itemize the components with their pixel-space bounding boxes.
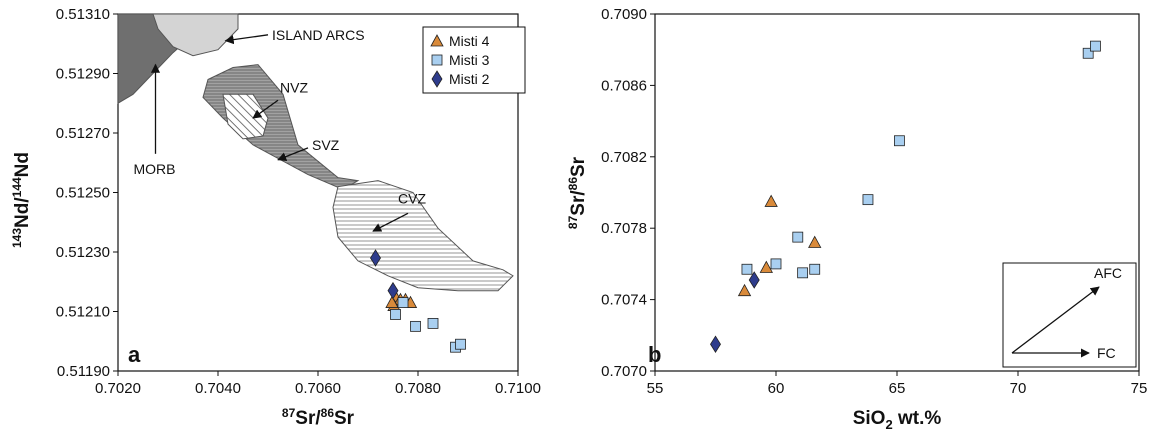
point-misti-3 (397, 297, 409, 308)
y-tick-label: 0.51270 (56, 125, 110, 142)
y-tick-label: 0.51310 (56, 6, 110, 23)
point-misti-3 (1090, 40, 1101, 52)
afc-arrow (1011, 286, 1100, 354)
annotation-arrow (277, 147, 309, 161)
x-axis-label-b: SiO2 wt.% (853, 408, 942, 432)
panel-b: 0.7070 0.7074 0.7078 0.7082 0.7086 0.7090 55 6… (566, 6, 1147, 432)
y-tick-label: 0.7078 (601, 220, 647, 237)
point-misti-3 (741, 263, 753, 275)
annotation-label: ISLAND ARCS (272, 27, 365, 43)
y-tick-label: 0.51290 (56, 66, 110, 83)
y-tick-label: 0.7086 (601, 77, 647, 94)
x-axis-ticks-b: 55 60 65 70 75 (647, 371, 1148, 397)
fc-label: FC (1097, 345, 1116, 361)
afc-label: AFC (1094, 265, 1122, 281)
y-axis-ticks-b: 0.7070 0.7074 0.7078 0.7082 0.7086 0.7090 (601, 6, 655, 380)
x-tick-label: 70 (1010, 380, 1027, 397)
legend-marker-misti-4 (430, 34, 444, 47)
point-misti-3 (410, 320, 421, 332)
field-annotations: ISLAND ARCS MORB NVZ SVZ CVZ (134, 27, 426, 232)
y-axis-label-a: 143Nd/144Nd (10, 152, 33, 248)
annotation-arrow (224, 34, 269, 45)
legend-items: Misti 4 Misti 3 Misti 2 (430, 33, 490, 88)
data-points-a (370, 249, 466, 353)
annotation-label: MORB (134, 161, 176, 177)
point-misti-3 (390, 309, 401, 320)
point-misti-3 (1082, 47, 1094, 59)
field-cvz (332, 180, 514, 292)
y-tick-label: 0.7082 (601, 149, 647, 166)
annotation-label: CVZ (398, 190, 426, 206)
legend-marker-misti-3 (431, 54, 443, 66)
y-axis-label-b: 87Sr/86Sr (566, 156, 589, 229)
panel-label-a: a (128, 342, 141, 367)
x-tick-label: 55 (647, 380, 664, 397)
annotation-arrow (372, 212, 409, 232)
y-tick-label: 0.7070 (601, 363, 647, 380)
y-tick-label: 0.51230 (56, 244, 110, 261)
annotation-label: NVZ (280, 79, 308, 95)
x-axis-label-a: 87Sr/86Sr (282, 406, 355, 429)
point-misti-3 (894, 135, 905, 147)
y-tick-label: 0.51210 (56, 304, 110, 321)
legend-label: Misti 2 (449, 71, 490, 87)
point-misti-4 (737, 283, 752, 297)
x-tick-label: 0.7040 (195, 380, 241, 397)
annotation-label: SVZ (312, 137, 340, 153)
afc-fc-inset: AFC FC (1002, 262, 1137, 368)
panel-label-b: b (648, 342, 661, 367)
point-misti-4 (764, 194, 778, 207)
point-misti-4 (385, 295, 399, 308)
data-points-b (710, 40, 1101, 353)
x-axis-ticks-a: 0.7020 0.7040 0.7060 0.7080 0.7100 (95, 371, 541, 397)
y-tick-label: 0.51250 (56, 185, 110, 202)
point-misti-4 (808, 235, 822, 248)
x-tick-label: 0.7020 (95, 380, 141, 397)
point-misti-3 (862, 194, 874, 206)
point-misti-3 (809, 263, 821, 275)
field-nvz (222, 93, 269, 140)
field-island-arcs (152, 13, 239, 57)
x-tick-label: 65 (889, 380, 906, 397)
legend: Misti 4 Misti 3 Misti 2 (422, 26, 526, 94)
point-misti-3 (797, 267, 809, 279)
point-misti-3 (427, 317, 439, 329)
x-tick-label: 0.7100 (495, 380, 541, 397)
point-misti-3 (770, 258, 782, 270)
x-tick-label: 60 (768, 380, 785, 397)
legend-marker-misti-2 (431, 70, 443, 88)
point-misti-2 (748, 271, 760, 289)
y-tick-label: 0.51190 (57, 363, 110, 380)
point-misti-3 (455, 338, 466, 350)
x-tick-label: 0.7080 (395, 380, 441, 397)
x-tick-label: 0.7060 (295, 380, 341, 397)
x-tick-label: 75 (1131, 380, 1148, 397)
legend-label: Misti 3 (449, 52, 490, 68)
point-misti-3 (792, 231, 804, 243)
point-misti-2 (387, 281, 399, 300)
point-misti-2 (370, 249, 381, 267)
tectonic-fields (117, 13, 514, 292)
annotation-arrow (252, 99, 279, 119)
inset-frame (1002, 262, 1137, 368)
y-axis-ticks-a: 0.51190 0.51210 0.51230 0.51250 0.51270 0.512… (56, 6, 118, 380)
point-misti-4 (759, 260, 773, 273)
y-tick-label: 0.7074 (601, 292, 647, 309)
legend-label: Misti 4 (449, 33, 490, 49)
point-misti-2 (710, 335, 721, 353)
y-tick-label: 0.7090 (601, 6, 647, 23)
